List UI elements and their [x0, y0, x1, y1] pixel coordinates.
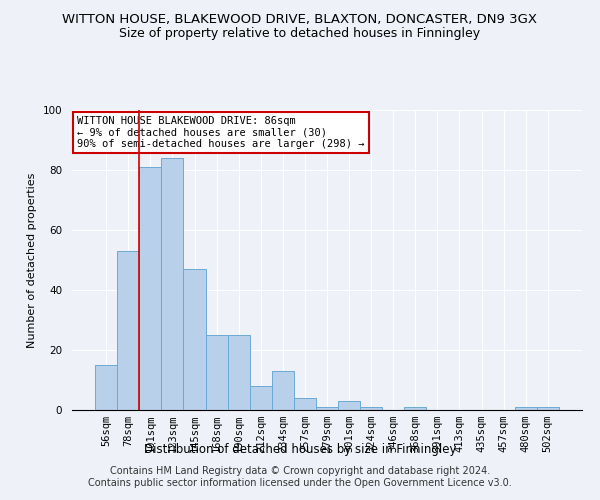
Bar: [139, 167, 161, 410]
Bar: [316, 407, 338, 410]
Bar: [206, 335, 227, 410]
Bar: [184, 269, 206, 410]
Y-axis label: Number of detached properties: Number of detached properties: [27, 172, 37, 348]
Bar: [227, 335, 250, 410]
Bar: [272, 371, 294, 410]
Text: Contains HM Land Registry data © Crown copyright and database right 2024.
Contai: Contains HM Land Registry data © Crown c…: [88, 466, 512, 487]
Bar: [537, 407, 559, 410]
Bar: [161, 158, 184, 410]
Text: WITTON HOUSE, BLAKEWOOD DRIVE, BLAXTON, DONCASTER, DN9 3GX: WITTON HOUSE, BLAKEWOOD DRIVE, BLAXTON, …: [62, 12, 538, 26]
Bar: [360, 407, 382, 410]
Text: Distribution of detached houses by size in Finningley: Distribution of detached houses by size …: [144, 442, 456, 456]
Bar: [250, 386, 272, 410]
Text: WITTON HOUSE BLAKEWOOD DRIVE: 86sqm
← 9% of detached houses are smaller (30)
90%: WITTON HOUSE BLAKEWOOD DRIVE: 86sqm ← 9%…: [77, 116, 365, 149]
Bar: [95, 365, 117, 410]
Bar: [294, 398, 316, 410]
Bar: [515, 407, 537, 410]
Bar: [404, 407, 427, 410]
Bar: [117, 251, 139, 410]
Text: Size of property relative to detached houses in Finningley: Size of property relative to detached ho…: [119, 28, 481, 40]
Bar: [338, 401, 360, 410]
